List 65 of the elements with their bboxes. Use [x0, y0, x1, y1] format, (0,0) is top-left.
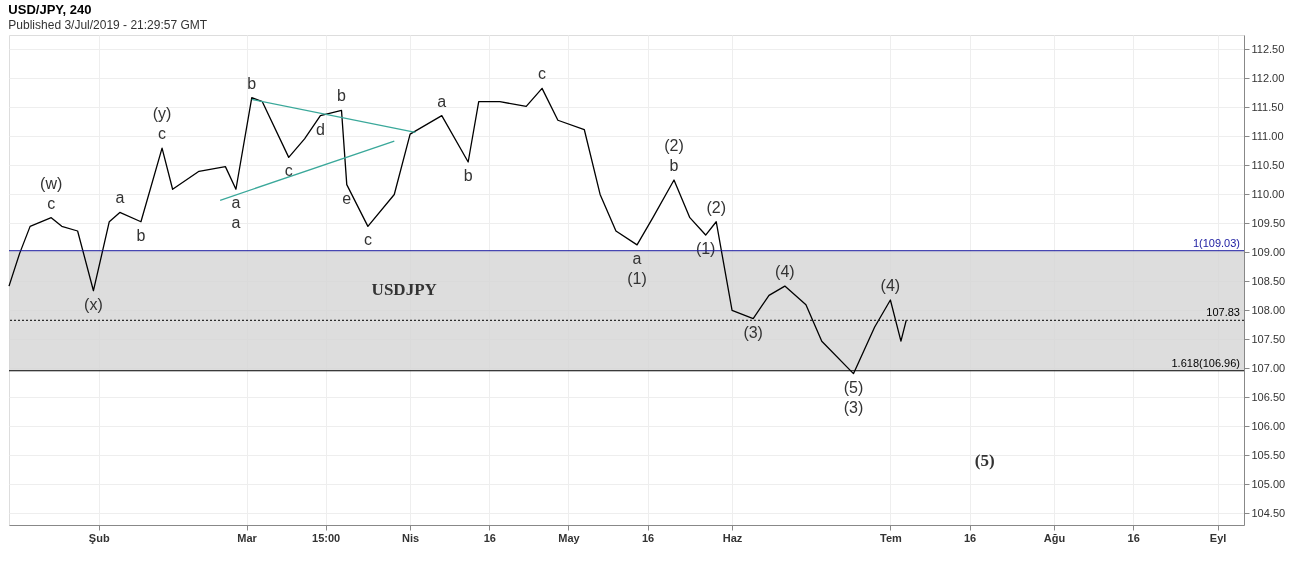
annotation: (3): [843, 398, 864, 416]
annotation: USDJPY: [371, 279, 437, 299]
y-tick-label: 112.00: [1251, 71, 1285, 84]
annotation: a: [115, 189, 125, 207]
x-tick-label: Nis: [402, 531, 420, 544]
x-tick-label: Mar: [237, 531, 258, 544]
annotation: a: [231, 214, 241, 232]
annotation: b: [463, 166, 473, 184]
y-tick-label: 108.00: [1251, 303, 1286, 316]
annotation: a: [231, 194, 241, 212]
annotation: c: [284, 162, 293, 180]
x-tick-label: 16: [641, 531, 655, 544]
chart-subtitle: Published 3/Jul/2019 - 21:29:57 GMT: [8, 18, 208, 32]
ref-line-label: 1(109.03): [1192, 236, 1240, 249]
annotation: c: [47, 194, 56, 212]
y-tick-label: 106.00: [1251, 419, 1286, 432]
chart-title: USD/JPY, 240: [8, 2, 92, 17]
annotation: (4): [775, 263, 795, 281]
y-tick-label: 105.00: [1251, 477, 1286, 490]
annotation: (2): [706, 198, 726, 216]
annotation: d: [315, 120, 325, 138]
y-tick-label: 107.50: [1251, 332, 1286, 345]
annotation: (w): [40, 174, 63, 192]
y-tick-label: 105.50: [1251, 448, 1286, 461]
annotation: a: [632, 249, 642, 267]
annotation: c: [158, 125, 167, 143]
x-tick-label: Ağu: [1043, 531, 1066, 544]
y-tick-label: 104.50: [1251, 506, 1286, 519]
x-tick-label: May: [558, 531, 581, 544]
x-tick-label: 16: [1127, 531, 1140, 544]
annotation: (x): [84, 295, 103, 313]
annotation: e: [342, 189, 352, 207]
y-tick-label: 106.50: [1251, 390, 1286, 403]
x-tick-label: 16: [963, 531, 977, 544]
annotation: (5): [974, 451, 995, 471]
y-tick-label: 112.50: [1251, 43, 1285, 55]
annotation: (2): [664, 136, 684, 154]
annotation: b: [136, 226, 146, 244]
annotation: (4): [880, 277, 901, 295]
y-tick-label: 111.50: [1251, 100, 1284, 113]
y-tick-label: 108.50: [1251, 274, 1286, 287]
annotation: b: [669, 156, 679, 174]
annotation: c: [363, 231, 372, 249]
annotation: b: [337, 87, 347, 105]
x-tick-label: 16: [483, 531, 496, 544]
x-tick-label: 15:00: [312, 531, 341, 544]
x-tick-label: Haz: [722, 531, 743, 544]
annotation: (y): [152, 105, 172, 123]
y-tick-label: 110.00: [1251, 187, 1285, 200]
y-tick-label: 109.00: [1251, 245, 1286, 258]
annotation: (1): [627, 269, 647, 287]
ref-line-label: 107.83: [1206, 306, 1240, 319]
annotation: a: [437, 92, 447, 110]
x-tick-label: Tem: [879, 531, 902, 544]
annotation: (5): [843, 378, 864, 396]
y-tick-label: 111.00: [1251, 129, 1284, 142]
x-tick-label: Eyl: [1209, 531, 1227, 544]
annotation: (3): [743, 323, 763, 341]
y-tick-label: 109.50: [1251, 216, 1286, 229]
y-tick-label: 110.50: [1251, 158, 1285, 171]
x-tick-label: Şub: [88, 531, 110, 544]
annotation: b: [247, 74, 257, 92]
ref-line-label: 1.618(106.96): [1171, 356, 1240, 369]
annotation: c: [538, 65, 547, 83]
y-tick-label: 107.00: [1251, 361, 1286, 374]
